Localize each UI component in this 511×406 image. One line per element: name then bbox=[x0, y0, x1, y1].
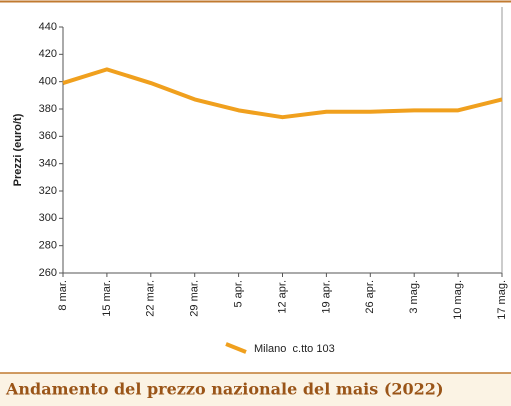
x-tick-label: 22 mar. bbox=[145, 280, 157, 317]
y-tick-label: 300 bbox=[39, 212, 57, 224]
y-tick-label: 340 bbox=[39, 158, 57, 170]
x-tick-label: 3 mag. bbox=[408, 280, 420, 314]
x-tick-label: 5 apr. bbox=[233, 280, 245, 308]
y-tick-label: 260 bbox=[39, 267, 57, 279]
title-band bbox=[0, 373, 511, 406]
x-tick-label: 12 apr. bbox=[276, 280, 288, 314]
y-tick-label: 380 bbox=[39, 103, 57, 115]
chart-title: Andamento del prezzo nazionale del mais … bbox=[5, 380, 444, 399]
x-tick-label: 8 mar. bbox=[57, 280, 69, 311]
y-tick-label: 320 bbox=[39, 185, 57, 197]
y-tick-label: 360 bbox=[39, 130, 57, 142]
x-tick-label: 26 apr. bbox=[364, 280, 376, 314]
legend-swatch bbox=[225, 342, 247, 354]
x-tick-label: 29 mar. bbox=[189, 280, 201, 317]
y-tick-label: 400 bbox=[39, 76, 57, 88]
y-axis-label: Prezzi (euro/t) bbox=[12, 113, 24, 186]
series-line bbox=[62, 67, 503, 120]
y-tick-label: 280 bbox=[39, 240, 57, 252]
legend-label: Milano c.tto 103 bbox=[254, 343, 335, 355]
x-tick-label: 19 apr. bbox=[320, 280, 332, 314]
x-tick-label: 10 mag. bbox=[452, 280, 464, 320]
x-tick-label: 15 mar. bbox=[101, 280, 113, 317]
y-tick-label: 420 bbox=[39, 48, 57, 60]
y-tick-label: 440 bbox=[39, 21, 57, 33]
x-tick-label: 17 mag. bbox=[496, 280, 508, 320]
